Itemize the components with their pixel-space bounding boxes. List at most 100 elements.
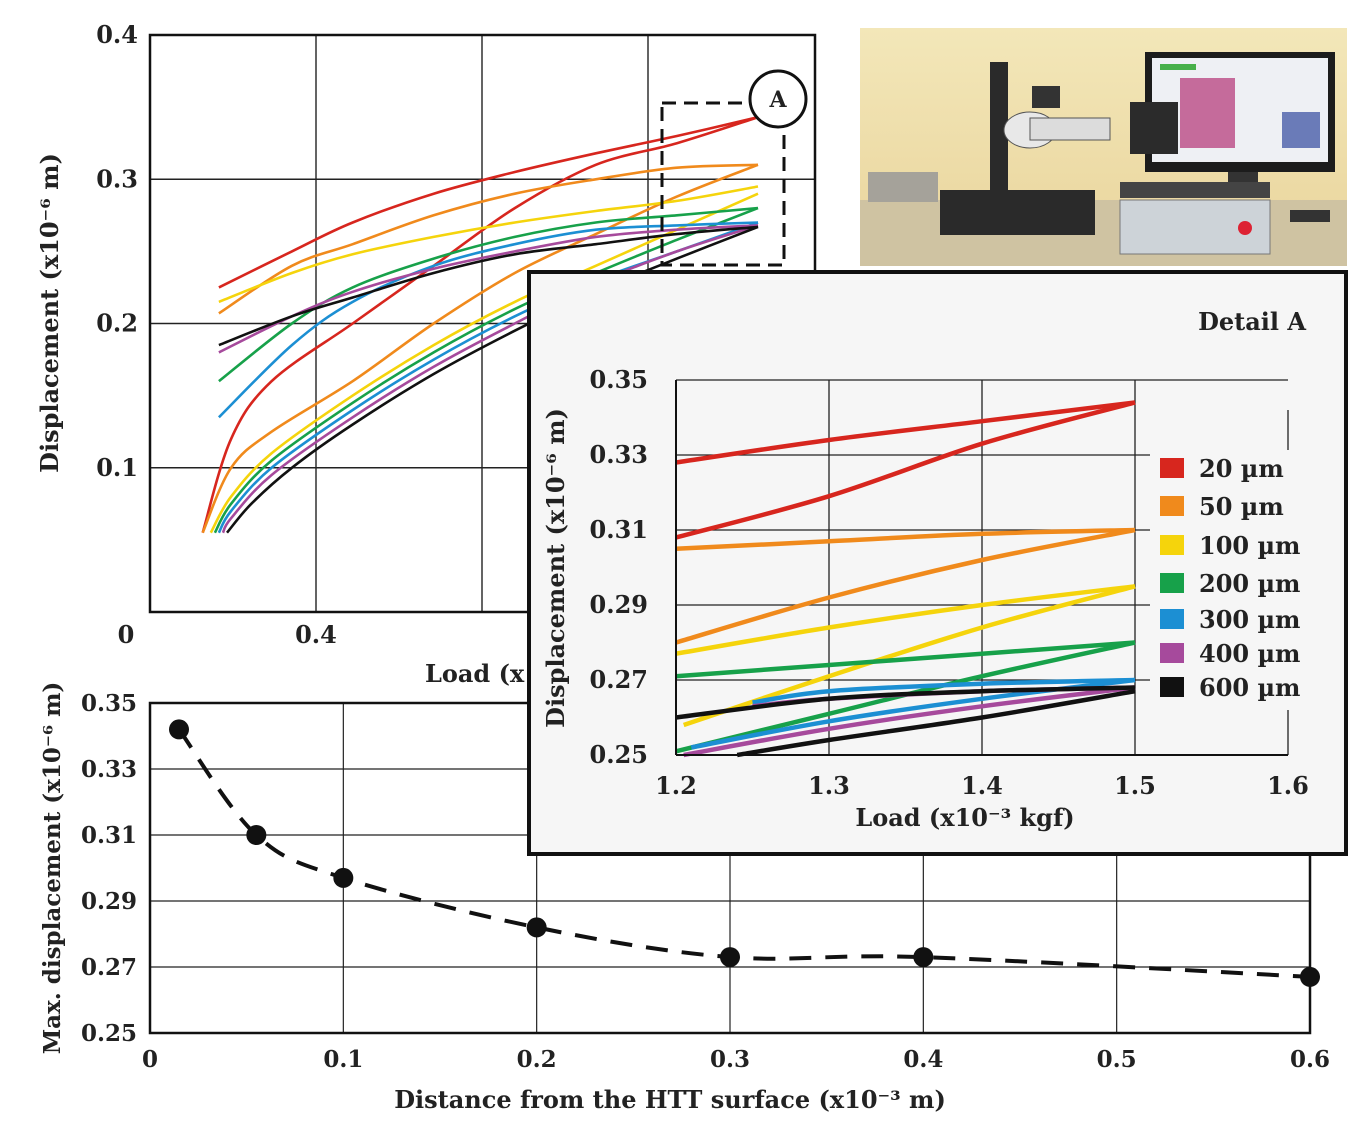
detail-legend-swatch <box>1160 643 1184 663</box>
detail-legend-swatch <box>1160 458 1184 478</box>
detail-x-tick-label: 1.3 <box>808 771 850 800</box>
main-y-tick-label: 0.1 <box>96 453 138 482</box>
main-series-1-unloading <box>218 163 759 315</box>
detail-y-tick-label: 0.25 <box>590 740 648 769</box>
bottom-data-point <box>1300 966 1320 987</box>
detail-curves <box>675 400 1136 758</box>
bottom-data-point <box>913 947 934 968</box>
bottom-data-point <box>526 917 547 938</box>
detail-series-0-unloading <box>675 400 1136 465</box>
bottom-y-tick-label: 0.31 <box>81 822 137 849</box>
bottom-data-point <box>169 719 189 740</box>
detail-series-4-unloading <box>752 677 1136 705</box>
bottom-x-axis-title: Distance from the HTT surface (x10⁻³ m) <box>394 1085 946 1114</box>
detail-legend-swatch <box>1160 535 1184 555</box>
main-series-0-unloading <box>218 115 759 289</box>
bottom-x-tick-label: 0.1 <box>323 1046 363 1073</box>
photo-camera <box>1130 102 1178 154</box>
detail-legend: 20 µm 50 µm 100 µm 200 µm 300 µm 400 µm 600 µm <box>1150 450 1310 710</box>
bottom-curves <box>169 719 1320 987</box>
photo-screen-image <box>1180 78 1235 148</box>
main-series-1-loading <box>201 163 759 534</box>
photo-device-left <box>868 172 938 202</box>
bottom-y-tick-label: 0.29 <box>81 888 137 915</box>
detail-x-tick-label: 1.6 <box>1267 771 1309 800</box>
main-series-3-loading <box>213 206 759 534</box>
detail-series-1-unloading <box>675 527 1136 552</box>
main-series-3-unloading <box>218 206 759 383</box>
detail-y-tick-label: 0.29 <box>590 590 648 619</box>
photo-mouse <box>1290 210 1330 222</box>
detail-series-2-unloading <box>675 584 1136 656</box>
main-x-tick-label: 0 <box>118 620 135 649</box>
microscope-photo-icon <box>860 28 1347 266</box>
main-y-ticks: 0.1 0.2 0.3 0.4 <box>96 20 138 482</box>
detail-y-tick-label: 0.35 <box>590 365 648 394</box>
main-chart: 0.10.20.30.4 0 0.4 Displacement (x10⁻⁶ m)… <box>35 20 817 688</box>
detail-legend-label: 20 µm <box>1199 454 1284 483</box>
main-y-axis-title: Displacement (x10⁻⁶ m) <box>35 153 64 473</box>
detail-legend-label: 300 µm <box>1199 605 1300 634</box>
detail-series-1-loading <box>675 527 1136 645</box>
detail-y-tick-label: 0.33 <box>590 440 648 469</box>
main-series-6-unloading <box>218 225 759 347</box>
detail-series-0-loading <box>675 400 1136 540</box>
detail-y-axis-title: Displacement (x10⁻⁶ m) <box>541 408 570 728</box>
photo-table <box>860 200 1347 266</box>
detail-legend-label: 600 µm <box>1199 673 1300 702</box>
detail-y-tick-label: 0.31 <box>590 515 648 544</box>
bottom-y-ticks: 0.25 0.27 0.29 0.31 0.33 0.35 <box>81 690 137 1047</box>
detail-legend-label: 100 µm <box>1199 531 1300 560</box>
detail-title: Detail A <box>1198 307 1306 336</box>
detail-series-3-unloading <box>675 640 1136 679</box>
main-series-6-loading <box>226 225 759 534</box>
bottom-y-axis-title: Max. displacement (x10⁻⁶ m) <box>39 682 66 1055</box>
detail-inset: Detail A 0.25 0.27 0.29 0.31 0.33 0.35 1.2 1.3… <box>527 270 1348 856</box>
bottom-x-tick-label: 0.3 <box>710 1046 750 1073</box>
detail-x-tick-label: 1.2 <box>655 771 697 800</box>
main-x-tick-label: 0.4 <box>295 620 337 649</box>
detail-x-tick-label: 1.4 <box>961 771 1003 800</box>
detail-legend-label: 50 µm <box>1199 492 1284 521</box>
photo-eyepiece <box>1032 86 1060 108</box>
detail-series-6-unloading <box>675 685 1136 720</box>
detail-a-marker <box>748 69 808 129</box>
main-series-2-unloading <box>218 185 759 304</box>
bottom-x-ticks: 0 0.1 0.2 0.3 0.4 0.5 0.6 <box>142 1046 1330 1073</box>
detail-a-region-box <box>660 101 786 267</box>
photo-microscope-column <box>990 62 1008 192</box>
bottom-x-tick-label: 0 <box>142 1046 158 1073</box>
detail-x-ticks: 1.2 1.3 1.4 1.5 1.6 <box>655 771 1309 800</box>
main-y-tick-label: 0.2 <box>96 309 138 338</box>
detail-x-tick-label: 1.5 <box>1114 771 1156 800</box>
main-curves <box>201 115 759 534</box>
detail-legend-swatch <box>1160 496 1184 516</box>
photo-microscope-arm <box>1029 117 1111 141</box>
main-series-5-loading <box>221 224 759 534</box>
detail-series-2-loading <box>682 584 1136 728</box>
detail-y-tick-label: 0.27 <box>590 665 648 694</box>
detail-series-6-loading <box>736 688 1136 758</box>
bottom-y-tick-label: 0.27 <box>81 954 137 981</box>
photo-stage <box>940 190 1095 235</box>
bottom-x-tick-label: 0.5 <box>1097 1046 1137 1073</box>
bottom-y-tick-label: 0.25 <box>81 1020 137 1047</box>
bottom-series-line <box>177 728 1311 979</box>
detail-legend-swatch <box>1160 609 1184 629</box>
bottom-x-tick-label: 0.4 <box>903 1046 943 1073</box>
detail-legend-swatch <box>1160 573 1184 593</box>
bottom-x-tick-label: 0.6 <box>1290 1046 1330 1073</box>
bottom-data-point <box>333 867 354 888</box>
detail-x-axis-title: Load (x10⁻³ kgf) <box>855 803 1074 832</box>
detail-y-ticks: 0.25 0.27 0.29 0.31 0.33 0.35 <box>590 365 648 769</box>
detail-legend-label: 200 µm <box>1199 569 1300 598</box>
bottom-y-tick-label: 0.33 <box>81 756 137 783</box>
photo-screen-grid <box>1282 112 1320 148</box>
bottom-data-point <box>246 825 267 845</box>
detail-legend-swatch <box>1160 677 1184 697</box>
main-x-ticks: 0 0.4 <box>118 620 337 649</box>
bottom-data-point <box>720 947 740 968</box>
main-y-tick-label: 0.4 <box>96 20 138 49</box>
photo-stop-button <box>1238 221 1252 235</box>
